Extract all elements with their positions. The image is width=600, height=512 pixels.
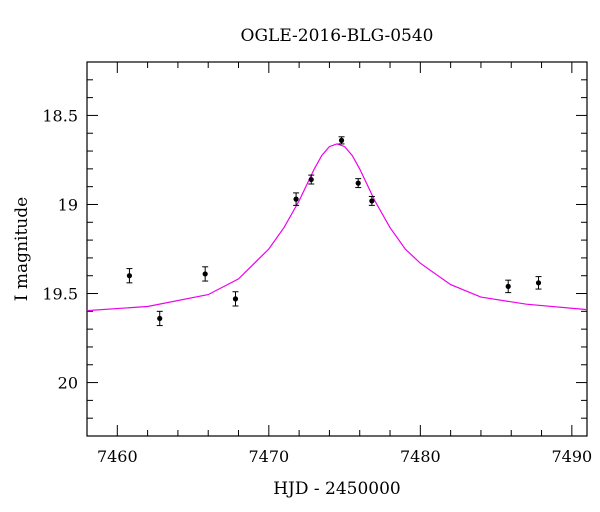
data-point (126, 268, 133, 284)
x-tick-label: 7460 (97, 447, 138, 466)
data-point (156, 310, 163, 327)
plot-frame (86, 61, 588, 437)
y-tick-label: 19.5 (42, 285, 78, 304)
point-marker (308, 176, 314, 183)
data-point (293, 192, 300, 206)
data-point (535, 276, 542, 290)
point-marker (232, 296, 239, 302)
point-marker (535, 280, 542, 286)
y-axis-label: I magnitude (12, 197, 32, 301)
x-axis-label: HJD - 2450000 (273, 479, 401, 499)
x-tick-label: 7470 (248, 447, 289, 466)
axis-ticks (87, 61, 587, 436)
point-marker (355, 180, 361, 186)
x-tick-label: 7480 (400, 447, 441, 466)
point-marker (369, 198, 375, 204)
model-curve (86, 143, 588, 312)
data-point (308, 174, 315, 185)
point-marker (202, 271, 208, 277)
data-point (202, 266, 209, 282)
data-point (338, 136, 345, 145)
y-tick-label: 20 (58, 374, 78, 393)
point-marker (293, 196, 299, 202)
data-points (126, 136, 542, 327)
data-point (232, 291, 239, 307)
y-tick-label: 19 (58, 195, 78, 214)
plot-area (86, 61, 588, 437)
data-point (368, 195, 375, 206)
chart-title: OGLE-2016-BLG-0540 (241, 26, 434, 46)
point-marker (157, 315, 163, 322)
data-point (355, 178, 362, 189)
point-marker (505, 283, 511, 289)
y-tick-labels: 18.5 19 19.5 20 (42, 106, 78, 392)
x-tick-label: 7490 (551, 447, 592, 466)
y-tick-label: 18.5 (42, 106, 78, 125)
point-marker (126, 273, 133, 279)
x-tick-labels: 7460 7470 7480 7490 (97, 447, 592, 466)
data-point (505, 279, 512, 294)
point-marker (338, 137, 345, 143)
